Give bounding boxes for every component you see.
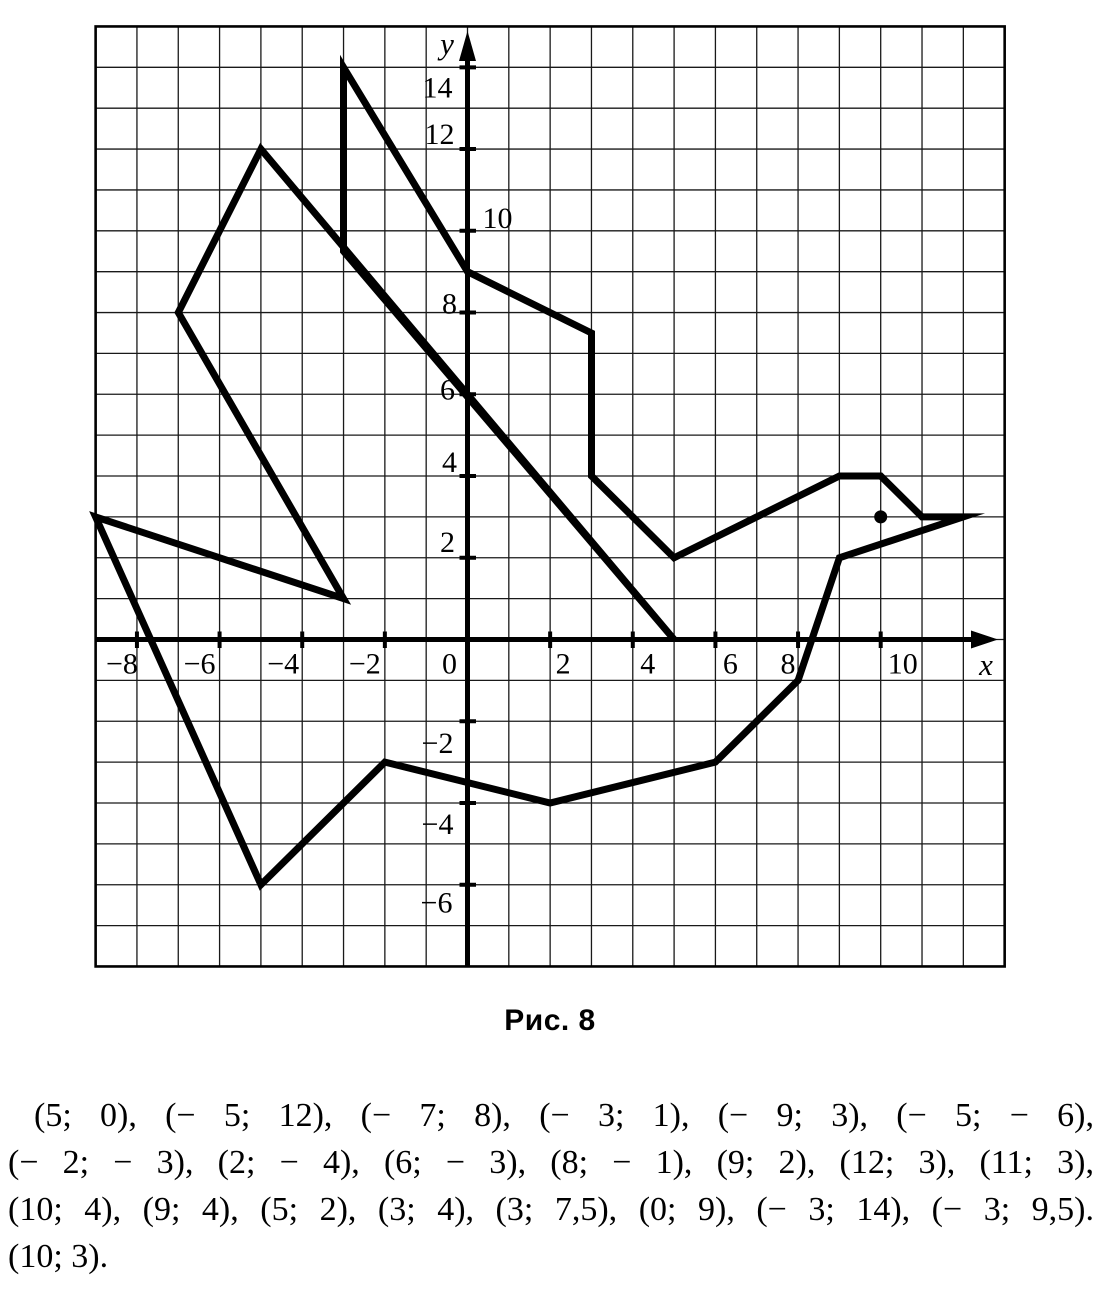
x-tick-label: 4	[640, 648, 655, 681]
x-tick-label: 8	[781, 648, 796, 681]
y-axis-label: y	[437, 26, 454, 61]
coordinates-line-4: (10; 3).	[8, 1238, 109, 1275]
y-tick-label: −4	[422, 808, 454, 841]
y-tick-label: −6	[421, 887, 453, 920]
y-tick-label: 14	[423, 71, 453, 104]
y-tick-label: 2	[440, 526, 455, 559]
x-tick-label: 6	[723, 648, 738, 681]
x-tick-label: 10	[888, 648, 918, 681]
y-tick-label: 4	[442, 446, 457, 479]
x-tick-label: −4	[267, 648, 299, 681]
origin-label: 0	[442, 648, 457, 681]
x-axis-arrow-icon	[971, 630, 998, 649]
y-axis-arrow-icon	[459, 31, 476, 61]
coordinates-line-2: (− 2; − 3), (2; − 4), (6; − 3), (8; − 1)…	[8, 1144, 1094, 1181]
coordinates-list: (5; 0), (− 5; 12), (− 7; 8), (− 3; 1), (…	[8, 1092, 1094, 1280]
coordinates-line-3: (10; 4), (9; 4), (5; 2), (3; 4), (3; 7,5…	[8, 1191, 1094, 1228]
x-tick-label: 2	[556, 648, 571, 681]
grid-border	[94, 25, 1006, 968]
figure-plot-area: −8 −6 −4 −2 2 4 6 8 10 14 12 10 8 6 4 2 −2 −4 −6 0 x y	[89, 25, 1006, 968]
x-tick-label: −2	[349, 648, 381, 681]
dove-outline	[89, 54, 986, 891]
coordinates-line-1: (5; 0), (− 5; 12), (− 7; 8), (− 3; 1), (…	[34, 1097, 1094, 1134]
figure-caption: Рис. 8	[504, 1004, 596, 1037]
y-tick-label: 10	[483, 202, 513, 235]
x-tick-label: −8	[106, 648, 138, 681]
y-tick-label: 12	[425, 118, 455, 151]
y-tick-label: −2	[422, 727, 454, 760]
x-tick-label: −6	[184, 648, 216, 681]
x-axis-label: x	[978, 647, 993, 682]
eye-point	[874, 510, 888, 524]
y-tick-label: 8	[442, 288, 457, 321]
